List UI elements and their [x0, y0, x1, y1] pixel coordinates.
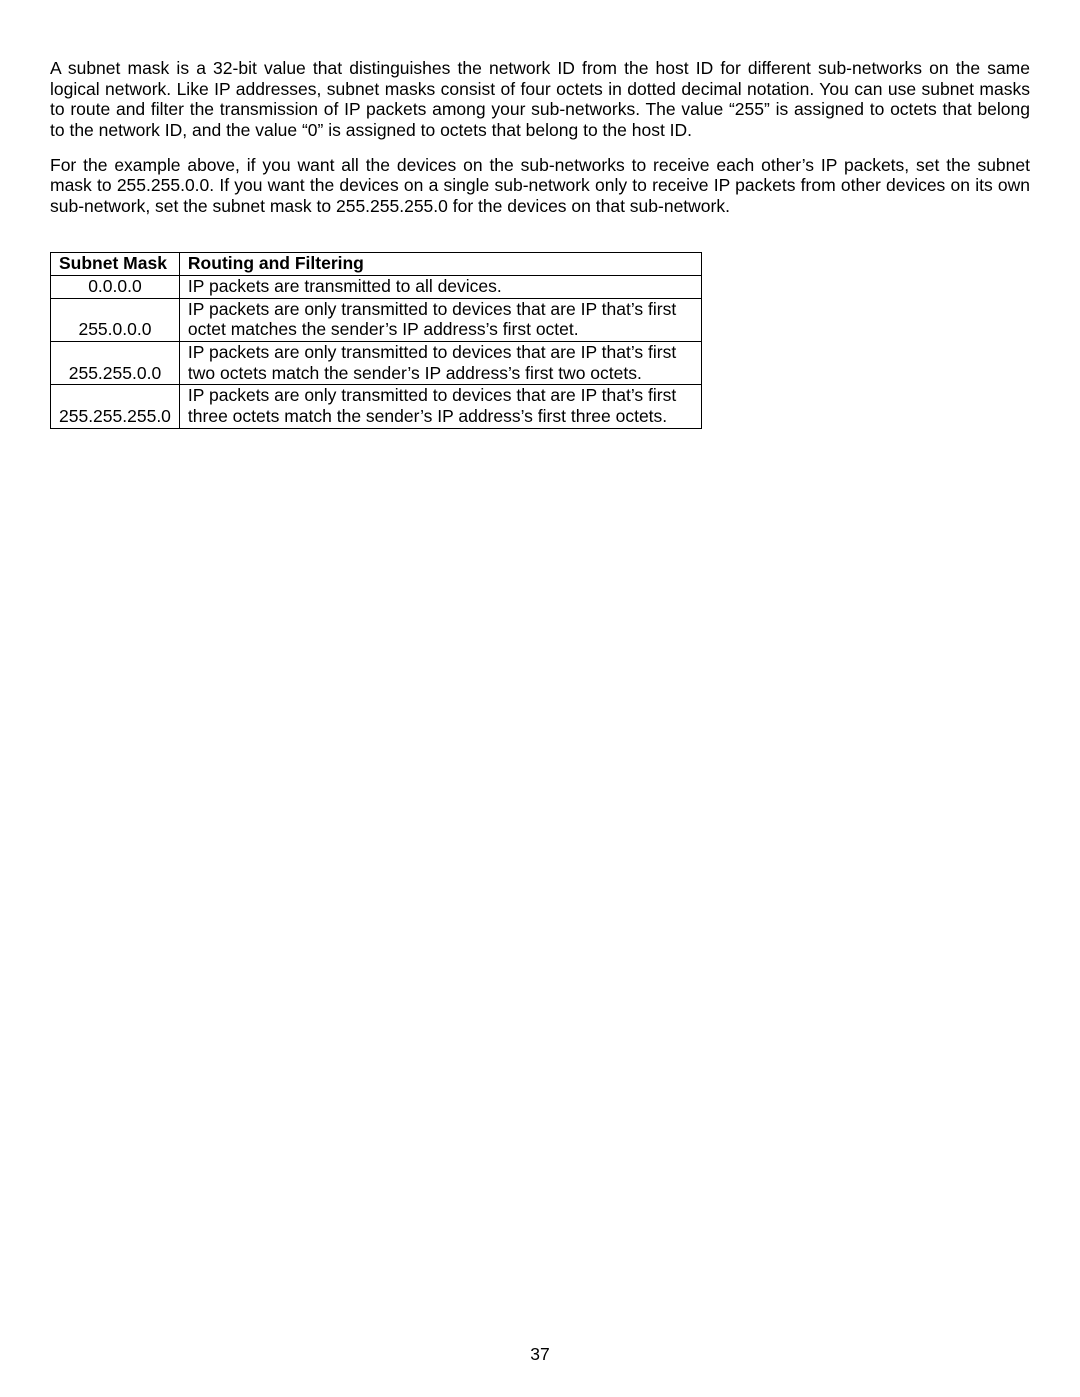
cell-mask: 255.255.255.0	[51, 385, 180, 428]
cell-desc: IP packets are only transmitted to devic…	[179, 298, 701, 341]
cell-mask: 255.0.0.0	[51, 298, 180, 341]
col-header-subnet-mask: Subnet Mask	[51, 253, 180, 276]
cell-desc: IP packets are transmitted to all device…	[179, 276, 701, 299]
cell-mask: 255.255.0.0	[51, 342, 180, 385]
table-row: 255.255.0.0 IP packets are only transmit…	[51, 342, 702, 385]
col-header-routing: Routing and Filtering	[179, 253, 701, 276]
table-row: 0.0.0.0 IP packets are transmitted to al…	[51, 276, 702, 299]
cell-desc: IP packets are only transmitted to devic…	[179, 385, 701, 428]
table-row: 255.255.255.0 IP packets are only transm…	[51, 385, 702, 428]
table-row: 255.0.0.0 IP packets are only transmitte…	[51, 298, 702, 341]
page-number: 37	[0, 1344, 1080, 1365]
subnet-table: Subnet Mask Routing and Filtering 0.0.0.…	[50, 252, 702, 428]
paragraph-2: For the example above, if you want all t…	[50, 155, 1030, 217]
table-header-row: Subnet Mask Routing and Filtering	[51, 253, 702, 276]
cell-desc: IP packets are only transmitted to devic…	[179, 342, 701, 385]
paragraph-1: A subnet mask is a 32-bit value that dis…	[50, 58, 1030, 141]
cell-mask: 0.0.0.0	[51, 276, 180, 299]
page: A subnet mask is a 32-bit value that dis…	[0, 0, 1080, 1397]
subnet-table-wrap: Subnet Mask Routing and Filtering 0.0.0.…	[50, 252, 1030, 428]
